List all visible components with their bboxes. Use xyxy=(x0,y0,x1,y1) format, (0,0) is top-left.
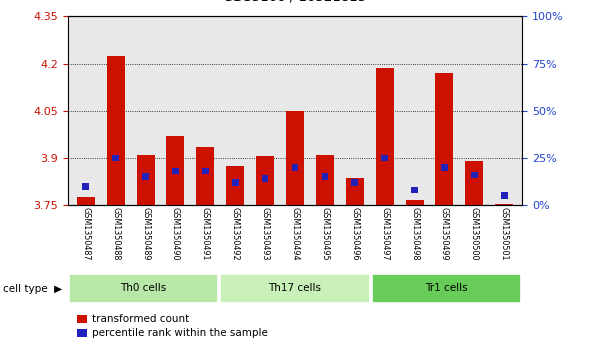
Text: GSM1350491: GSM1350491 xyxy=(201,207,210,261)
Bar xyxy=(495,204,513,205)
Text: GDS5166 / 10521815: GDS5166 / 10521815 xyxy=(224,0,366,4)
Text: Th17 cells: Th17 cells xyxy=(268,283,322,293)
Bar xyxy=(352,179,358,186)
Bar xyxy=(316,155,334,205)
Legend: transformed count, percentile rank within the sample: transformed count, percentile rank withi… xyxy=(73,310,272,343)
Bar xyxy=(411,187,418,193)
Text: Th0 cells: Th0 cells xyxy=(120,283,167,293)
Bar xyxy=(322,174,328,180)
Bar xyxy=(291,164,299,171)
Bar xyxy=(372,274,521,303)
Bar xyxy=(221,274,369,303)
Bar xyxy=(501,192,507,199)
Text: GSM1350488: GSM1350488 xyxy=(111,207,120,261)
Bar xyxy=(376,68,394,205)
Text: GSM1350496: GSM1350496 xyxy=(350,207,359,261)
Text: GSM1350490: GSM1350490 xyxy=(171,207,180,261)
Bar xyxy=(226,166,244,205)
Text: GSM1350501: GSM1350501 xyxy=(500,207,509,261)
Bar xyxy=(466,161,483,205)
Text: GSM1350498: GSM1350498 xyxy=(410,207,419,261)
Text: GSM1350492: GSM1350492 xyxy=(231,207,240,261)
Bar xyxy=(232,179,238,186)
Bar xyxy=(471,172,478,178)
Bar xyxy=(441,164,448,171)
Bar xyxy=(112,155,119,161)
Text: GSM1350499: GSM1350499 xyxy=(440,207,449,261)
Bar xyxy=(381,155,388,161)
Text: GSM1350495: GSM1350495 xyxy=(320,207,329,261)
Bar xyxy=(166,136,185,205)
Bar xyxy=(202,168,209,174)
Text: GSM1350500: GSM1350500 xyxy=(470,207,479,261)
Bar xyxy=(262,175,268,182)
Text: GSM1350497: GSM1350497 xyxy=(380,207,389,261)
Text: GSM1350494: GSM1350494 xyxy=(290,207,300,261)
Text: cell type  ▶: cell type ▶ xyxy=(3,284,62,294)
Bar xyxy=(172,168,179,174)
Bar xyxy=(346,178,364,205)
Bar xyxy=(137,155,155,205)
Bar xyxy=(69,274,218,303)
Bar xyxy=(435,73,453,205)
Text: GSM1350489: GSM1350489 xyxy=(141,207,150,261)
Bar xyxy=(107,56,124,205)
Bar xyxy=(405,200,424,205)
Bar xyxy=(77,197,95,205)
Bar xyxy=(142,174,149,180)
Bar xyxy=(256,156,274,205)
Text: GSM1350493: GSM1350493 xyxy=(261,207,270,261)
Bar xyxy=(286,111,304,205)
Bar xyxy=(83,183,89,189)
Text: Tr1 cells: Tr1 cells xyxy=(425,283,468,293)
Text: GSM1350487: GSM1350487 xyxy=(81,207,90,261)
Bar xyxy=(196,147,214,205)
